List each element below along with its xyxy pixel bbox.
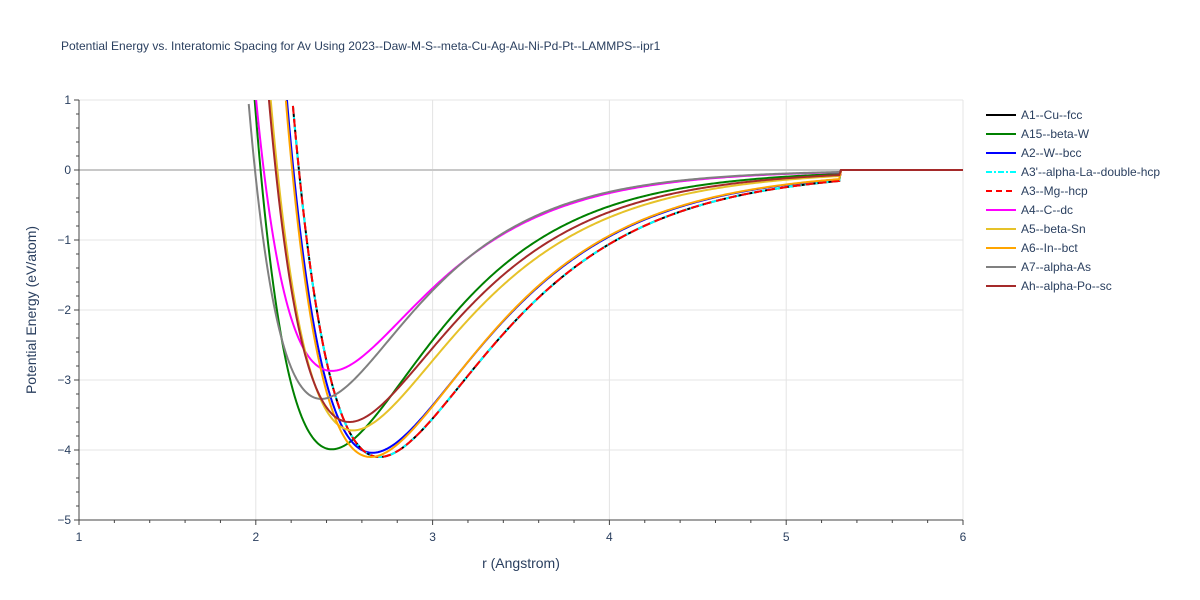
legend-item[interactable]: A4--C--dc [986, 203, 1073, 217]
legend-label: A3'--alpha-La--double-hcp [1021, 165, 1160, 179]
legend-item[interactable]: A5--beta-Sn [986, 222, 1086, 236]
legend-label: Ah--alpha-Po--sc [1021, 279, 1112, 293]
series-line [267, 100, 963, 424]
legend-item[interactable]: A15--beta-W [986, 127, 1090, 141]
y-tick-label: −1 [57, 233, 71, 247]
x-axis-title: r (Angstrom) [482, 555, 560, 571]
series-line [285, 100, 963, 454]
x-tick-label: 2 [252, 530, 259, 544]
series-line [284, 100, 963, 459]
legend-item[interactable]: A2--W--bcc [986, 146, 1081, 160]
legend-label: A2--W--bcc [1021, 146, 1081, 160]
axes [74, 99, 964, 525]
legend-item[interactable]: A3'--alpha-La--double-hcp [986, 165, 1160, 179]
legend-label: A6--In--bct [1021, 241, 1078, 255]
legend-label: A5--beta-Sn [1021, 222, 1086, 236]
legend-label: A4--C--dc [1021, 203, 1073, 217]
y-tick-label: −4 [57, 443, 71, 457]
x-tick-label: 3 [429, 530, 436, 544]
chart-title: Potential Energy vs. Interatomic Spacing… [61, 39, 661, 53]
legend: A1--Cu--fcc A15--beta-W A2--W--bcc A3'--alp… [986, 108, 1160, 293]
series-line [247, 103, 963, 400]
legend-item[interactable]: A1--Cu--fcc [986, 108, 1082, 122]
legend-item[interactable]: A6--In--bct [986, 241, 1078, 255]
series-line [253, 100, 963, 451]
x-tick-label: 4 [606, 530, 613, 544]
y-tick-label: −3 [57, 373, 71, 387]
legend-item[interactable]: A3--Mg--hcp [986, 184, 1088, 198]
legend-label: A3--Mg--hcp [1021, 184, 1088, 198]
legend-item[interactable]: Ah--alpha-Po--sc [986, 279, 1112, 293]
x-tick-label: 1 [76, 530, 83, 544]
legend-item[interactable]: A7--alpha-As [986, 260, 1091, 274]
series-group [247, 100, 963, 459]
grid [79, 99, 964, 521]
y-axis-title: Potential Energy (eV/atom) [23, 226, 39, 394]
legend-label: A1--Cu--fcc [1021, 108, 1082, 122]
legend-label: A7--alpha-As [1021, 260, 1091, 274]
y-tick-labels: −5 −4 −3 −2 −1 0 1 [57, 93, 71, 527]
y-tick-label: 0 [64, 163, 71, 177]
x-tick-label: 5 [783, 530, 790, 544]
y-tick-label: −2 [57, 303, 71, 317]
y-tick-label: 1 [64, 93, 71, 107]
x-tick-labels: 1 2 3 4 5 6 [76, 530, 967, 544]
x-tick-label: 6 [960, 530, 967, 544]
y-tick-label: −5 [57, 513, 71, 527]
legend-label: A15--beta-W [1021, 127, 1090, 141]
series-line [291, 105, 963, 459]
